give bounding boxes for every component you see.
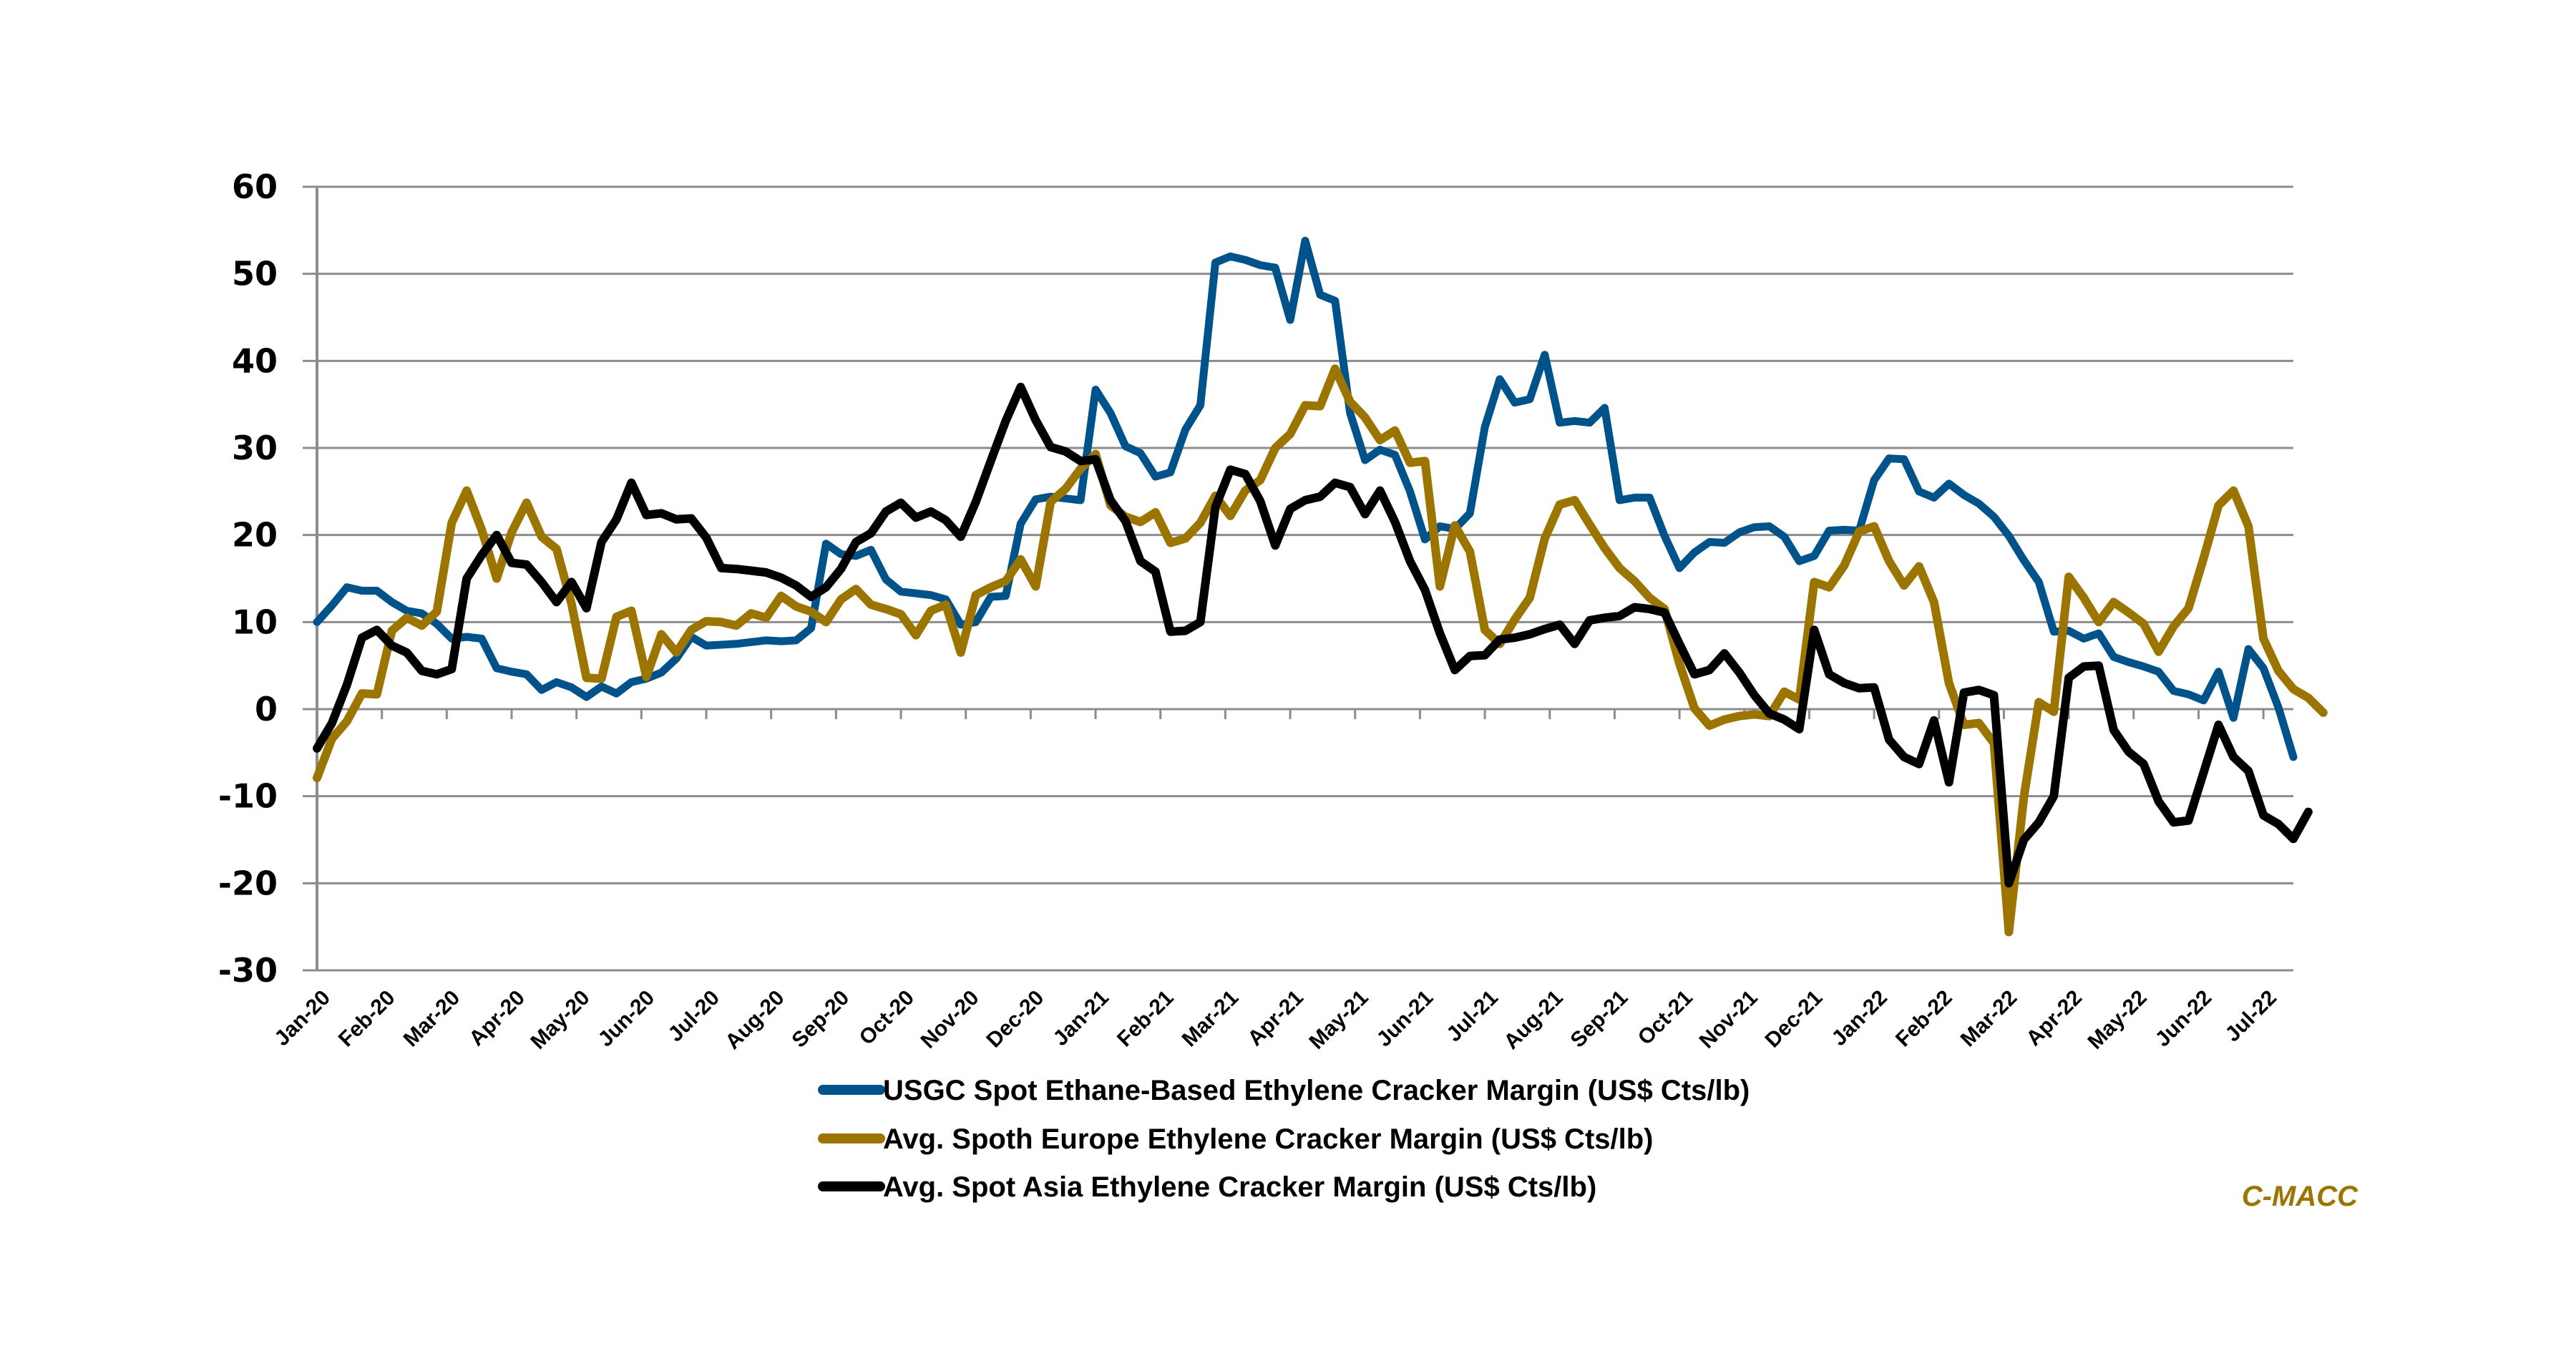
legend-label-2: Avg. Spoth Europe Ethylene Cracker Margi… <box>883 1123 1653 1155</box>
legend-label-3: Avg. Spot Asia Ethylene Cracker Margin (… <box>883 1171 1596 1203</box>
axes <box>316 187 2265 970</box>
y-axis-tick-labels: 60 50 40 30 20 10 0 -10 -20 -30 <box>218 167 278 990</box>
y-tick-label: 50 <box>232 255 278 293</box>
legend: USGC Spot Ethane-Based Ethylene Cracker … <box>818 1075 1750 1203</box>
y-tick-label: 20 <box>232 516 278 555</box>
y-tick-label: 30 <box>232 429 278 467</box>
y-tick-label: 0 <box>255 690 278 728</box>
series-line-3 <box>313 382 2313 888</box>
legend-label-1: USGC Spot Ethane-Based Ethylene Cracker … <box>883 1075 1750 1106</box>
y-tick-label: -10 <box>218 777 278 816</box>
series-lines <box>313 236 2328 937</box>
source-note: C-MACC <box>2242 1181 2358 1212</box>
y-tick-label: -20 <box>218 864 278 902</box>
y-tick-label: 10 <box>232 603 278 641</box>
y-tick-label: 60 <box>232 167 278 206</box>
series-line-2 <box>313 364 2328 937</box>
y-tick-label: 40 <box>232 341 278 380</box>
y-tick-label: -30 <box>218 951 278 990</box>
